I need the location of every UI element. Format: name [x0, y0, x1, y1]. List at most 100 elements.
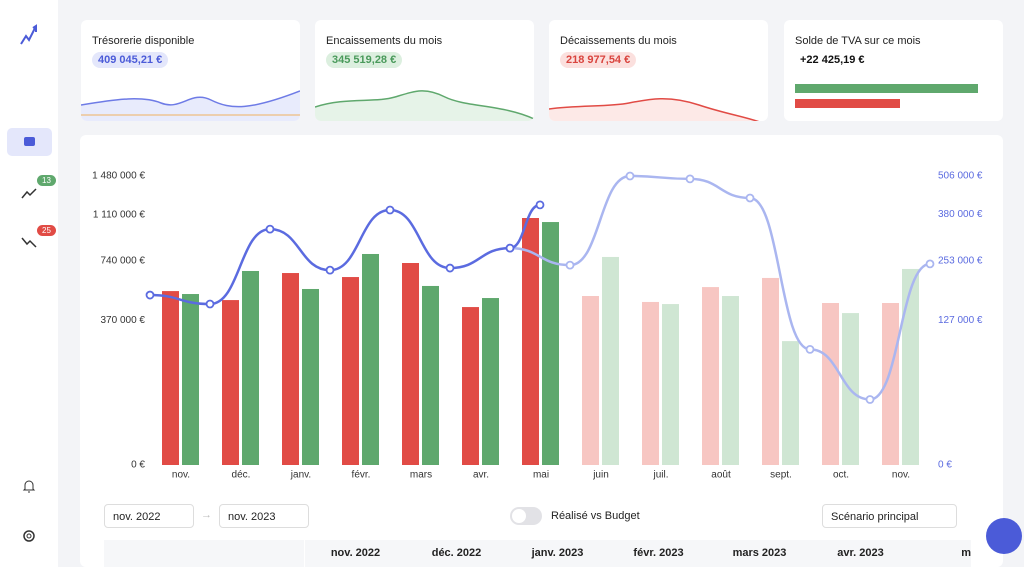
x-tick-label: nov.	[172, 470, 190, 481]
line	[149, 203, 541, 306]
chat-button[interactable]	[986, 518, 1022, 554]
kpi-card: Encaissements du mois 345 519,28 €	[315, 20, 534, 121]
bar	[222, 300, 239, 465]
bar	[402, 263, 419, 465]
scenario-select[interactable]: Scénario principal	[822, 504, 957, 528]
bar	[782, 341, 799, 465]
toggle[interactable]	[510, 507, 542, 525]
line-point	[805, 344, 815, 354]
bar	[342, 277, 359, 465]
kpi-card: Solde de TVA sur ce mois +22 425,19 €	[784, 20, 1003, 121]
line-point	[565, 260, 575, 270]
x-tick-label: mars	[410, 470, 432, 481]
kpi-card: Décaissements du mois 218 977,54 €	[549, 20, 768, 121]
line-point	[625, 171, 635, 181]
line-point	[745, 193, 755, 203]
kpi-card: Trésorerie disponible 409 045,21 €	[81, 20, 300, 121]
bar	[822, 303, 839, 465]
x-tick-label: janv.	[290, 470, 311, 481]
y2-tick-label: 253 000 €	[938, 255, 983, 266]
table-header: févr. 2023	[608, 540, 709, 567]
x-tick-label: avr.	[473, 470, 489, 481]
settings[interactable]	[22, 529, 36, 543]
line-point	[445, 263, 455, 273]
date-to[interactable]: nov. 2023	[219, 504, 309, 528]
chart-panel: 0 € 370 000 € 740 000 € 1 110 000 € 1 480 00…	[80, 135, 1003, 567]
y-tick-label: 0 €	[131, 460, 145, 471]
bar	[882, 303, 899, 465]
vat-bar	[795, 84, 978, 93]
arrow: →	[201, 509, 212, 521]
sparkline	[81, 90, 300, 121]
chart: 0 € 370 000 € 740 000 € 1 110 000 € 1 480 00…	[92, 171, 983, 481]
line-point	[865, 395, 875, 404]
bar	[282, 273, 299, 465]
y2-tick-label: 380 000 €	[938, 209, 983, 220]
bar	[462, 307, 479, 465]
line-point	[265, 224, 275, 234]
bar	[762, 277, 779, 465]
line-point	[685, 174, 695, 184]
x-tick-label: févr.	[352, 470, 371, 481]
bar	[362, 253, 379, 465]
line-point	[205, 299, 215, 309]
kpi-title: Encaissements du mois	[326, 35, 443, 47]
notifications[interactable]	[22, 478, 36, 494]
line	[509, 174, 931, 401]
bar	[642, 301, 659, 465]
bar	[302, 288, 319, 465]
vat-bar	[795, 99, 900, 108]
y-tick-label: 370 000 €	[101, 315, 146, 326]
kpi-value: 218 977,54 €	[560, 52, 637, 68]
x-tick-label: oct.	[833, 470, 849, 481]
bar	[902, 268, 919, 465]
x-tick-label: juin	[592, 470, 609, 481]
nav-dashboard[interactable]	[7, 128, 52, 156]
bar	[522, 218, 539, 465]
bar	[242, 270, 259, 465]
table-header: avr. 2023	[810, 540, 911, 567]
line-point	[505, 243, 515, 253]
date-from[interactable]: nov. 2022	[104, 504, 194, 528]
y-tick-label: 740 000 €	[101, 255, 146, 266]
kpi-value: 409 045,21 €	[92, 52, 169, 68]
kpi-value: 345 519,28 €	[326, 52, 403, 68]
bar	[662, 304, 679, 465]
y-tick-label: 1 110 000 €	[93, 209, 146, 220]
x-tick-label: nov.	[892, 470, 910, 481]
bar	[582, 296, 599, 465]
bar	[422, 285, 439, 465]
kpi-value: +22 425,19 €	[800, 54, 865, 66]
nav-expense[interactable]	[20, 236, 38, 250]
table-header: nov. 2022	[305, 540, 406, 567]
y2-tick-label: 506 000 €	[938, 171, 983, 182]
x-tick-label: août	[711, 470, 731, 481]
y2-tick-label: 0 €	[938, 460, 952, 471]
bar	[482, 298, 499, 465]
sparkline	[549, 97, 768, 121]
badge: 25	[37, 225, 56, 236]
x-tick-label: sept.	[770, 470, 792, 481]
kpi-title: Trésorerie disponible	[92, 35, 195, 47]
nav-income[interactable]	[20, 186, 38, 200]
bar	[702, 287, 719, 465]
toggle-label: Réalisé vs Budget	[551, 510, 640, 522]
kpi-title: Décaissements du mois	[560, 35, 677, 47]
table-header-cell	[104, 540, 304, 567]
y-tick-label: 1 480 000 €	[92, 171, 145, 182]
x-tick-label: juil.	[652, 470, 668, 481]
table-header: m	[911, 540, 971, 567]
sidebar: 13 25	[0, 0, 58, 567]
table-header: mars 2023	[709, 540, 810, 567]
y2-tick-label: 127 000 €	[938, 315, 983, 326]
x-tick-label: déc.	[232, 470, 251, 481]
bar	[602, 256, 619, 465]
line-point	[385, 205, 395, 215]
sparkline	[315, 90, 534, 121]
line-point	[145, 290, 155, 300]
table-header: déc. 2022	[406, 540, 507, 567]
line-point	[925, 259, 935, 269]
bar	[182, 294, 199, 465]
line-point	[325, 265, 335, 275]
